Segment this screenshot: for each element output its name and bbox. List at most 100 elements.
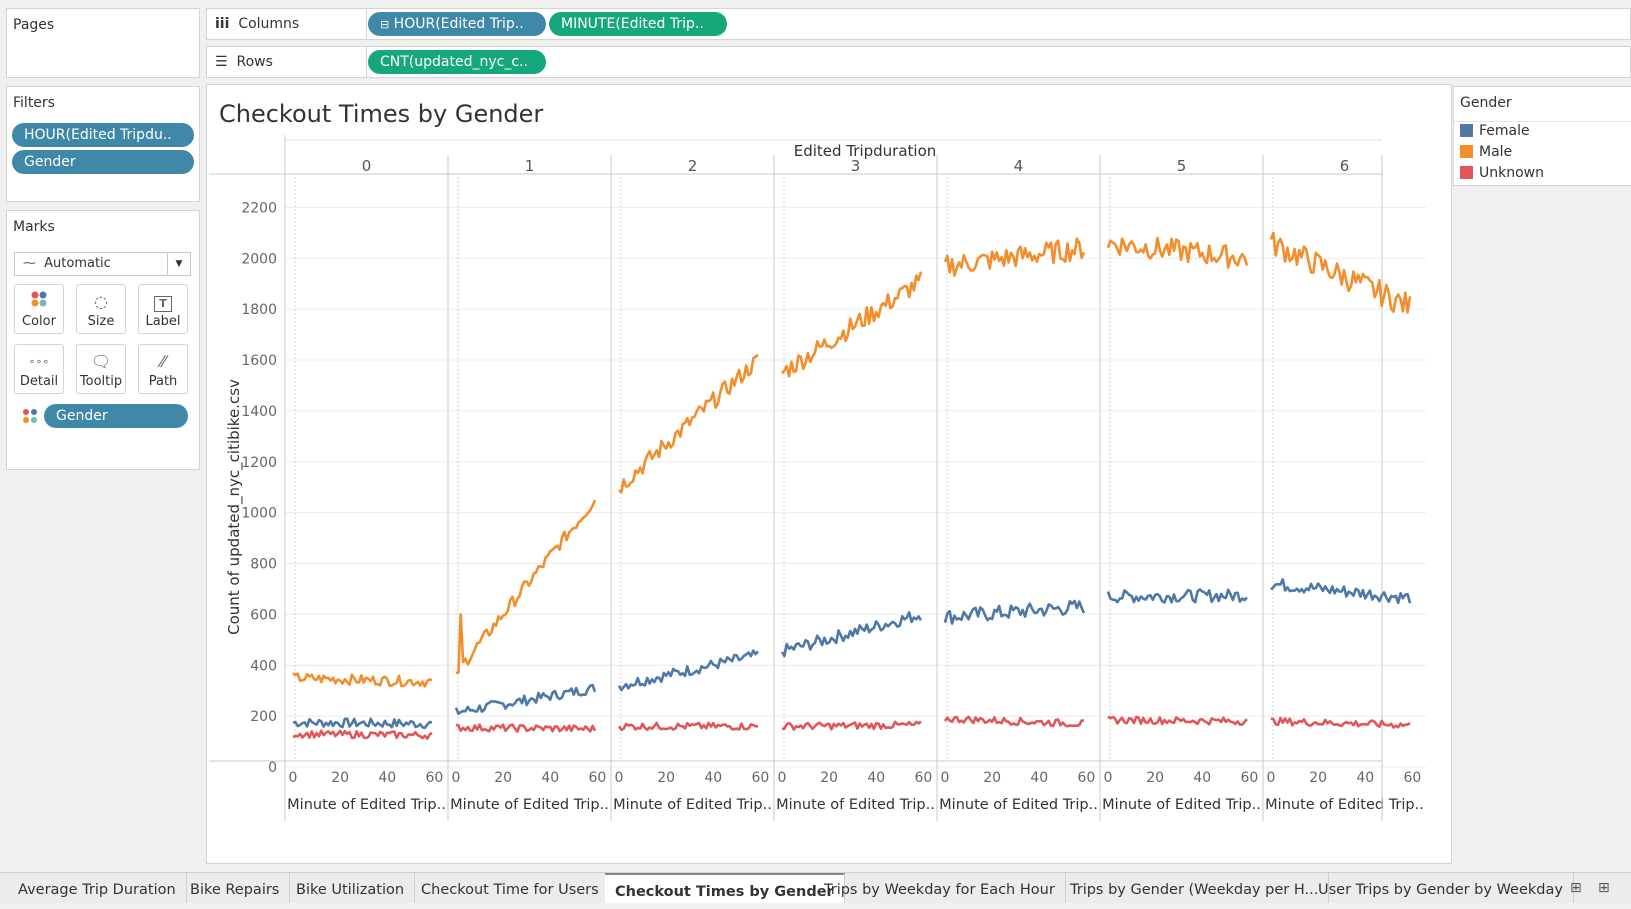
pane-header: 3 (851, 157, 861, 175)
y-tick-label: 200 (250, 709, 277, 725)
worksheet-canvas: Checkout Times by Gender Edited Tripdura… (206, 84, 1452, 864)
x-tick-label: 40 (378, 770, 396, 786)
series-line-unknown (943, 715, 1085, 728)
legend-item-female[interactable]: Female (1460, 123, 1530, 139)
y-tick-label: 400 (250, 658, 277, 674)
series-line-unknown (1270, 716, 1411, 729)
pane-header: 0 (362, 157, 372, 175)
x-tick-label: 40 (1030, 770, 1048, 786)
detail-icon: ∘∘∘ (28, 355, 50, 368)
tab-bike-utilization[interactable]: Bike Utilization (286, 873, 416, 903)
legend-swatch (1460, 145, 1473, 158)
x-tick-label: 0 (1104, 770, 1113, 786)
new-sheet-icon[interactable]: ⊞ (1570, 880, 1582, 896)
pane-header: 6 (1340, 157, 1350, 175)
x-tick-label: 0 (1267, 770, 1276, 786)
x-axis-title: Minute of Edited Trip.. (613, 797, 772, 813)
x-tick-label: 0 (615, 770, 624, 786)
pane-header: 5 (1177, 157, 1187, 175)
marks-panel: Marks (6, 210, 200, 470)
x-tick-label: 20 (1146, 770, 1164, 786)
x-tick-label: 0 (289, 770, 298, 786)
x-axis-title: Minute of Edited Trip.. (776, 797, 935, 813)
color-icon (15, 290, 63, 314)
series-line-male (943, 237, 1086, 277)
x-tick-label: 40 (1356, 770, 1374, 786)
x-tick-label: 20 (983, 770, 1001, 786)
series-line-male (292, 672, 433, 688)
tab-checkout-times-by-gender[interactable]: Checkout Times by Gender (605, 873, 845, 903)
columns-shelf-label: iii Columns (215, 16, 300, 32)
mark-type-dropdown[interactable]: ⁓ Automatic ▼ (14, 252, 191, 276)
legend-item-male[interactable]: Male (1460, 144, 1512, 160)
y-tick-label: 1800 (241, 302, 277, 318)
legend-label: Female (1479, 123, 1530, 139)
x-tick-label: 40 (867, 770, 885, 786)
x-tick-label: 40 (541, 770, 559, 786)
columns-pill-minute[interactable]: MINUTE(Edited Trip.. (549, 12, 727, 36)
line-mark-icon: ⁓ (23, 256, 36, 271)
x-tick-label: 60 (1403, 770, 1421, 786)
color-card[interactable]: Color (14, 284, 64, 334)
collapse-icon: ⊟ (380, 18, 390, 31)
legend-label: Male (1479, 144, 1513, 160)
path-card[interactable]: ⁄⁄ Path (138, 344, 188, 394)
columns-icon: iii (215, 16, 230, 32)
tab-trips-by-weekday-for-each-hour[interactable]: Trips by Weekday for Each Hour (814, 873, 1066, 903)
series-line-male (1106, 236, 1249, 269)
marks-title: Marks (13, 219, 55, 235)
tab-user-trips-by-gender-by-weekday[interactable]: User Trips by Gender by Weekday (1308, 873, 1574, 903)
series-line-male (618, 353, 759, 494)
x-tick-label: 60 (1240, 770, 1258, 786)
legend-item-unknown[interactable]: Unknown (1460, 165, 1544, 181)
x-tick-label: 20 (820, 770, 838, 786)
label-card-label: Label (145, 314, 181, 329)
series-line-unknown (617, 721, 759, 732)
x-tick-label: 60 (751, 770, 769, 786)
x-tick-label: 0 (941, 770, 950, 786)
size-card[interactable]: ◌ Size (76, 284, 126, 334)
new-dashboard-icon[interactable]: ⊞ (1598, 880, 1610, 896)
series-line-female (1270, 578, 1412, 605)
y-tick-label: 800 (250, 557, 277, 573)
series-line-female (454, 683, 597, 716)
y-tick-label: 1600 (241, 353, 277, 369)
x-axis-title: Minute of Edited Trip.. (939, 797, 1098, 813)
label-icon: T (139, 290, 187, 314)
path-card-label: Path (148, 374, 178, 389)
x-axis-title: Minute of Edited Trip.. (287, 797, 446, 813)
filter-pill-hour[interactable]: HOUR(Edited Tripdu.. (12, 123, 194, 147)
size-card-label: Size (87, 314, 115, 329)
y-tick-label: 2000 (241, 251, 277, 267)
pane-header: 1 (525, 157, 535, 175)
legend-swatch (1460, 166, 1473, 179)
tooltip-card[interactable]: 🗨 Tooltip (76, 344, 126, 394)
tab-checkout-time-for-users[interactable]: Checkout Time for Users (411, 873, 610, 903)
columns-pill-hour[interactable]: ⊟ HOUR(Edited Trip.. (368, 12, 546, 36)
path-icon: ⁄⁄ (160, 352, 166, 371)
x-tick-label: 0 (778, 770, 787, 786)
filter-pill-gender[interactable]: Gender (12, 150, 194, 174)
y-tick-label: 600 (250, 607, 277, 623)
color-field-icon (22, 408, 38, 428)
x-axis-title: Minute of Edited Trip.. (1102, 797, 1261, 813)
series-line-female (292, 717, 433, 730)
rows-icon: ☰ (215, 54, 228, 70)
label-card[interactable]: T Label (138, 284, 188, 334)
tab-bike-repairs[interactable]: Bike Repairs (180, 873, 291, 903)
tab-trips-by-gender-weekday[interactable]: Trips by Gender (Weekday per H... (1060, 873, 1330, 903)
series-line-female (780, 611, 923, 658)
x-tick-label: 40 (704, 770, 722, 786)
chevron-down-icon: ▼ (167, 253, 190, 275)
detail-card[interactable]: ∘∘∘ Detail (14, 344, 64, 394)
tab-average-trip-duration[interactable]: Average Trip Duration (8, 873, 187, 903)
line-chart: Checkout Times by Gender Edited Tripdura… (209, 100, 1426, 821)
rows-pill-count[interactable]: CNT(updated_nyc_c.. (368, 50, 546, 74)
marks-pill-gender[interactable]: Gender (44, 404, 188, 428)
x-axis-title: Minute of Edited Trip.. (450, 797, 609, 813)
series-line-unknown (781, 720, 922, 732)
pages-title: Pages (13, 17, 55, 33)
x-tick-label: 60 (588, 770, 606, 786)
x-tick-label: 20 (657, 770, 675, 786)
pane-header: 4 (1014, 157, 1024, 175)
